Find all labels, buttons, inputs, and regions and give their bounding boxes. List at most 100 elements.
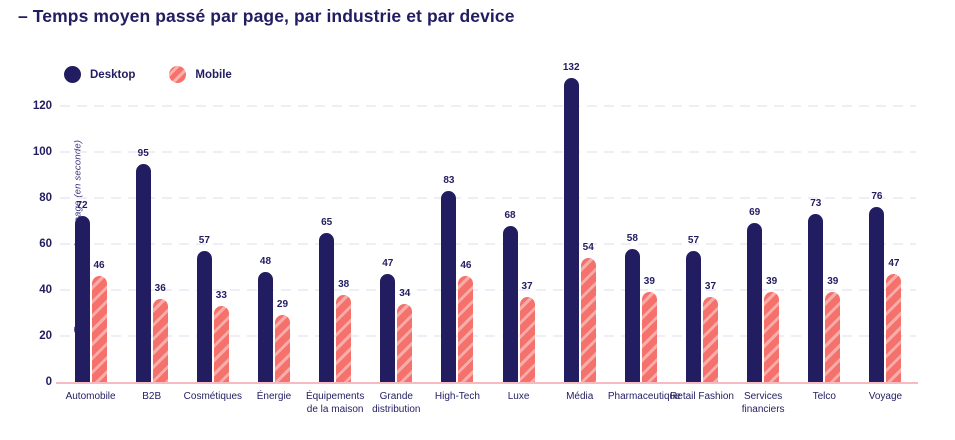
bar-value-mobile-high-tech: 46 — [460, 260, 472, 272]
bar-group-b2b: 95 36 — [121, 80, 182, 382]
y-tick-80: 80 — [39, 192, 52, 204]
bar-desktop-grande-distribution: 47 — [380, 258, 396, 382]
gridline-100 — [60, 151, 916, 153]
legend-item-desktop: Desktop — [64, 66, 135, 83]
bar-mobile-high-tech: 46 — [458, 260, 474, 382]
legend-label-desktop: Desktop — [90, 68, 136, 81]
legend-item-mobile: Mobile — [169, 66, 232, 83]
bar-value-mobile-pharmaceutique: 39 — [643, 276, 655, 288]
x-label-services-financiers: Services financiers — [741, 391, 785, 415]
bar-desktop-telco: 73 — [808, 198, 824, 382]
x-axis-baseline — [56, 382, 918, 384]
gridline-60 — [60, 243, 916, 245]
bar-value-desktop-media: 132 — [562, 62, 580, 74]
bar-desktop-pharmaceutique: 58 — [624, 233, 640, 382]
x-label-retail-fashion: Retail Fashion — [670, 391, 734, 402]
bar-mobile-pharmaceutique: 39 — [641, 276, 657, 382]
bar-group-retail-fashion: 57 37 — [671, 80, 732, 382]
bar-group-cosmetiques: 57 33 — [182, 80, 243, 382]
mobile-swatch-icon — [169, 66, 187, 83]
bar-group-voyage: 76 47 — [855, 80, 916, 382]
bar-group-grande-distribution: 47 34 — [366, 80, 427, 382]
bar-group-luxe: 68 37 — [488, 80, 549, 382]
bar-mobile-automobile: 46 — [91, 260, 107, 382]
x-label-high-tech: High-Tech — [434, 391, 480, 402]
bar-value-desktop-cosmetiques: 57 — [198, 234, 210, 246]
bar-desktop-high-tech: 83 — [441, 175, 457, 382]
plot-area: 0 20 40 60 80 100 120 72 46 95 36 57 33 48 29 65 38 47 34 8… — [33, 62, 918, 388]
y-tick-100: 100 — [32, 146, 52, 158]
bar-mobile-luxe: 37 — [519, 281, 535, 382]
bar-value-mobile-cosmetiques: 33 — [215, 290, 227, 302]
bar-value-desktop-grande-distribution: 47 — [382, 257, 394, 269]
chart-legend: Desktop Mobile — [64, 66, 232, 83]
bar-value-desktop-services-financiers: 69 — [749, 207, 761, 219]
x-label-grande-distribution: Grande distribution — [372, 391, 421, 415]
bar-value-mobile-voyage: 47 — [888, 257, 900, 269]
bar-desktop-media: 132 — [563, 62, 580, 382]
y-tick-0: 0 — [45, 376, 52, 388]
bar-value-desktop-telco: 73 — [810, 198, 822, 210]
bar-desktop-luxe: 68 — [502, 210, 518, 382]
y-tick-40: 40 — [39, 284, 52, 296]
bar-group-energie: 48 29 — [243, 80, 304, 382]
bar-mobile-retail-fashion: 37 — [702, 281, 718, 382]
gridline-40 — [60, 289, 916, 291]
bar-value-mobile-retail-fashion: 37 — [704, 280, 717, 292]
bar-value-desktop-b2b: 95 — [137, 147, 149, 159]
x-label-media: Média — [566, 391, 594, 402]
bar-mobile-telco: 39 — [825, 276, 841, 382]
bar-desktop-energie: 48 — [257, 256, 273, 382]
bar-desktop-retail-fashion: 57 — [685, 235, 701, 382]
bar-value-mobile-telco: 39 — [827, 276, 839, 288]
bar-value-desktop-automobile: 72 — [76, 200, 88, 212]
bar-value-desktop-luxe: 68 — [504, 209, 516, 221]
bar-value-mobile-equipements-de-la-maison: 38 — [338, 278, 350, 290]
bar-value-desktop-high-tech: 83 — [443, 175, 455, 187]
bar-desktop-equipements-de-la-maison: 65 — [319, 217, 335, 382]
bar-value-desktop-energie: 48 — [259, 255, 272, 267]
y-tick-120: 120 — [32, 100, 52, 112]
bar-group-services-financiers: 69 39 — [733, 80, 794, 382]
bar-value-mobile-grande-distribution: 34 — [399, 287, 411, 299]
bar-value-mobile-luxe: 37 — [521, 280, 533, 292]
x-label-telco: Telco — [812, 391, 836, 402]
bar-mobile-grande-distribution: 34 — [397, 288, 413, 382]
y-tick-20: 20 — [39, 330, 52, 342]
bar-mobile-cosmetiques: 33 — [213, 290, 229, 382]
y-tick-60: 60 — [39, 238, 52, 250]
x-label-b2b: B2B — [142, 391, 162, 402]
bar-group-telco: 73 39 — [794, 80, 855, 382]
x-label-pharmaceutique: Pharmaceutique — [607, 391, 681, 402]
bar-mobile-b2b: 36 — [152, 283, 168, 382]
bar-group-media: 132 54 — [549, 62, 610, 382]
bar-desktop-b2b: 95 — [135, 148, 151, 382]
bar-value-desktop-retail-fashion: 57 — [687, 234, 700, 246]
x-label-automobile: Automobile — [65, 391, 116, 402]
bar-value-mobile-energie: 29 — [276, 299, 289, 311]
desktop-swatch-icon — [64, 66, 81, 83]
gridline-120 — [60, 105, 916, 107]
bar-group-equipements-de-la-maison: 65 38 — [305, 80, 366, 382]
bar-value-mobile-media: 54 — [582, 241, 594, 253]
bar-value-mobile-b2b: 36 — [154, 283, 166, 295]
bar-group-automobile: 72 46 — [60, 80, 121, 382]
x-axis-labels: Automobile B2B Cosmétiques Énergie Équipemen… — [60, 390, 916, 430]
bar-mobile-media: 54 — [580, 242, 596, 382]
bar-mobile-energie: 29 — [274, 299, 290, 382]
bar-value-desktop-voyage: 76 — [871, 191, 883, 203]
bar-desktop-services-financiers: 69 — [747, 207, 763, 382]
legend-label-mobile: Mobile — [195, 68, 232, 81]
bar-value-desktop-equipements-de-la-maison: 65 — [321, 216, 333, 228]
x-label-luxe: Luxe — [507, 391, 530, 402]
bar-value-desktop-pharmaceutique: 58 — [626, 232, 638, 244]
bar-desktop-cosmetiques: 57 — [196, 235, 212, 382]
bar-mobile-services-financiers: 39 — [764, 276, 780, 382]
x-label-energie: Énergie — [256, 391, 292, 402]
x-label-equipements-de-la-maison: Équipements de la maison — [305, 391, 365, 415]
bar-group-high-tech: 83 46 — [427, 80, 488, 382]
bar-mobile-equipements-de-la-maison: 38 — [336, 279, 352, 382]
bar-mobile-voyage: 47 — [886, 258, 902, 382]
bar-value-mobile-services-financiers: 39 — [766, 276, 778, 288]
